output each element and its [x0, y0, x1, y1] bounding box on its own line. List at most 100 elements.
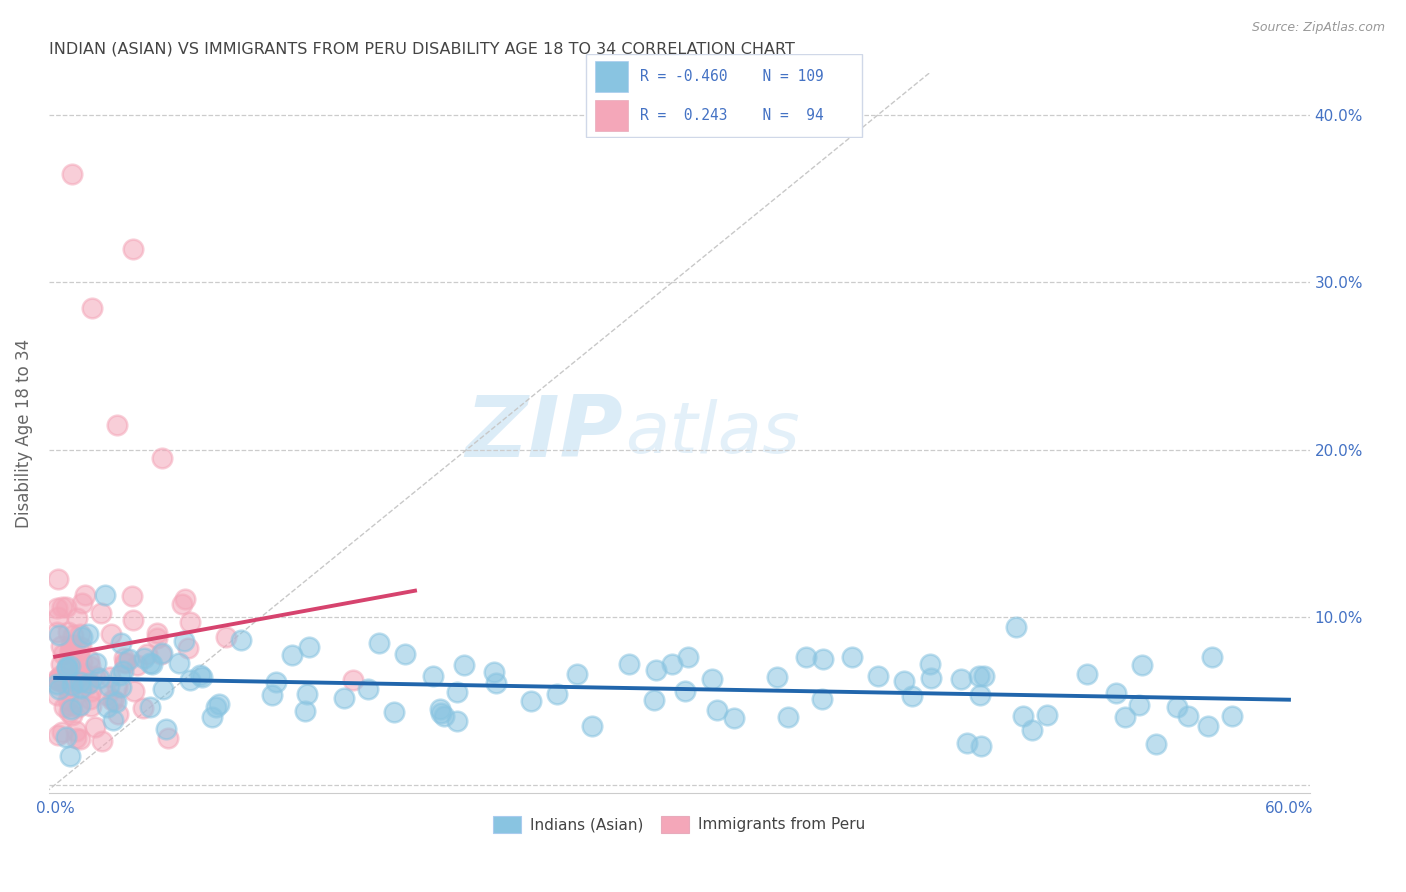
Point — [55, 599, 77, 614]
Point — [1104, 686, 1126, 700]
Point — [112, 665, 135, 679]
Point — [139, 700, 162, 714]
Point — [51, 725, 73, 739]
Point — [69, 698, 91, 712]
Point — [446, 685, 468, 699]
Point — [446, 714, 468, 729]
Point — [1144, 737, 1167, 751]
Point — [105, 417, 128, 432]
Point — [59, 644, 82, 658]
Point — [970, 739, 993, 753]
Point — [900, 689, 922, 703]
Point — [152, 646, 174, 660]
Point — [84, 657, 107, 671]
Point — [920, 657, 942, 671]
Point — [156, 731, 179, 745]
Point — [155, 723, 177, 737]
Point — [172, 597, 194, 611]
Point — [94, 588, 117, 602]
Point — [956, 736, 979, 750]
Point — [52, 647, 75, 661]
Point — [80, 683, 103, 698]
Point — [62, 627, 84, 641]
Point — [46, 601, 69, 615]
Point — [69, 674, 91, 689]
Point — [264, 675, 287, 690]
Point — [333, 690, 356, 705]
Point — [46, 673, 69, 687]
Point — [100, 626, 122, 640]
Point — [794, 650, 817, 665]
Point — [382, 705, 405, 719]
Point — [69, 669, 91, 683]
Point — [973, 669, 995, 683]
Point — [811, 652, 834, 666]
Point — [893, 674, 915, 689]
Point — [79, 691, 101, 706]
Point — [776, 709, 799, 723]
Point — [55, 730, 77, 744]
Point — [132, 651, 155, 665]
Point — [485, 676, 508, 690]
Point — [546, 687, 568, 701]
Point — [950, 673, 973, 687]
Point — [177, 641, 200, 656]
Point — [1021, 723, 1043, 737]
Point — [169, 656, 191, 670]
Point — [67, 642, 90, 657]
Point — [73, 588, 96, 602]
Point — [70, 666, 93, 681]
Point — [101, 713, 124, 727]
Point — [1128, 698, 1150, 713]
Point — [122, 613, 145, 627]
Point — [59, 644, 82, 658]
Point — [1114, 710, 1136, 724]
Point — [1130, 658, 1153, 673]
Point — [191, 670, 214, 684]
Point — [52, 700, 75, 714]
Text: atlas: atlas — [626, 399, 800, 467]
Point — [150, 648, 173, 662]
Point — [108, 667, 131, 681]
Point — [82, 301, 104, 315]
Point — [135, 648, 157, 662]
Point — [51, 639, 73, 653]
Point — [69, 661, 91, 675]
Point — [80, 698, 103, 713]
Point — [69, 627, 91, 641]
Point — [179, 615, 201, 629]
Text: INDIAN (ASIAN) VS IMMIGRANTS FROM PERU DISABILITY AGE 18 TO 34 CORRELATION CHART: INDIAN (ASIAN) VS IMMIGRANTS FROM PERU D… — [49, 42, 794, 57]
Point — [100, 670, 122, 684]
Point — [60, 167, 83, 181]
Point — [281, 648, 304, 662]
FancyBboxPatch shape — [586, 54, 862, 137]
Text: R = -0.460    N = 109: R = -0.460 N = 109 — [640, 69, 824, 84]
Point — [298, 640, 321, 655]
Point — [141, 657, 163, 672]
Point — [51, 599, 73, 614]
Point — [581, 719, 603, 733]
Point — [59, 638, 82, 652]
Point — [90, 734, 112, 748]
Point — [114, 656, 136, 670]
Point — [188, 667, 211, 681]
Point — [46, 676, 69, 690]
Point — [46, 625, 69, 640]
Point — [46, 728, 69, 742]
Point — [1166, 700, 1188, 714]
Point — [60, 708, 83, 723]
Point — [394, 648, 416, 662]
Point — [127, 657, 149, 672]
Point — [84, 669, 107, 683]
Point — [58, 749, 80, 764]
Point — [121, 590, 143, 604]
Point — [1201, 650, 1223, 665]
Point — [122, 242, 145, 256]
Point — [48, 627, 70, 641]
Point — [429, 702, 451, 716]
Point — [765, 670, 787, 684]
Point — [700, 672, 723, 686]
Point — [84, 720, 107, 734]
Point — [58, 698, 80, 712]
Point — [342, 673, 364, 687]
